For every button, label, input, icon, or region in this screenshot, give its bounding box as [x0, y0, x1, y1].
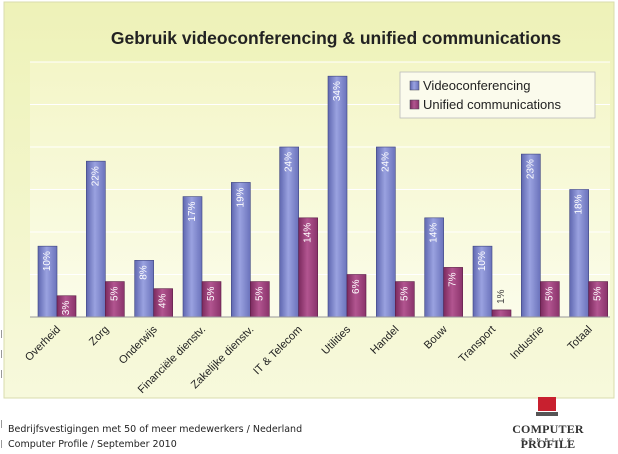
legend: Videoconferencing Unified communications — [399, 71, 596, 119]
bar-value-label: 6% — [351, 279, 362, 294]
bar-value-label: 14% — [429, 223, 440, 243]
bar-value-label: 34% — [332, 81, 343, 101]
bar-value-label: 8% — [139, 265, 150, 280]
footer-credit-line: Computer Profile / September 2010 — [8, 439, 177, 450]
logo-mark-icon — [536, 397, 558, 416]
bar-value-label: 5% — [593, 286, 604, 301]
footer-source-line: Bedrijfsvestigingen met 50 of meer medew… — [8, 424, 303, 435]
logo-sub: BENELUX — [521, 438, 575, 444]
bar-value-label: 7% — [448, 272, 459, 287]
chart: Gebruik videoconferencing & unified comm… — [3, 1, 615, 399]
bar-value-label: 24% — [284, 152, 295, 172]
bar-value-label: 18% — [574, 194, 585, 214]
bar-value-label: 5% — [254, 286, 265, 301]
legend-swatch-videoconferencing — [409, 80, 420, 91]
bar-unified-communications — [491, 309, 512, 318]
bar-value-label: 23% — [525, 159, 536, 179]
bars — [37, 75, 608, 318]
chart-title: Gebruik videoconferencing & unified comm… — [111, 28, 561, 48]
bar-value-label: 5% — [109, 286, 120, 301]
bar-videoconferencing — [327, 75, 348, 318]
bar-value-label: 24% — [380, 152, 391, 172]
bar-value-label: 1% — [496, 289, 507, 304]
bar-value-label: 22% — [90, 166, 101, 186]
legend-label-videoconferencing: Videoconferencing — [423, 78, 530, 93]
logo-name: COMPUTER PROFILE — [512, 422, 584, 451]
legend-label-unified-communications: Unified communications — [423, 97, 562, 112]
bar-value-label: 14% — [303, 223, 314, 243]
bar-value-label: 5% — [206, 286, 217, 301]
gridlines — [30, 61, 610, 275]
bar-value-label: 5% — [399, 286, 410, 301]
computer-profile-logo: COMPUTER PROFILE BENELUX — [486, 392, 610, 451]
legend-swatch-unified-communications — [409, 99, 420, 110]
bar-value-label: 17% — [187, 201, 198, 221]
bar-value-label: 10% — [42, 251, 53, 271]
legend-box — [399, 71, 596, 119]
bar-value-label: 3% — [61, 301, 72, 316]
bar-value-label: 19% — [235, 187, 246, 207]
bar-value-label: 4% — [158, 294, 169, 309]
bar-value-label: 5% — [544, 286, 555, 301]
bar-value-label: 10% — [477, 251, 488, 271]
bar-labels: 10% 3% 22% 5% 8% 4% 17% 5% 19% 5% 24% 14% 34% 6% 24% 5%… — [42, 81, 604, 315]
